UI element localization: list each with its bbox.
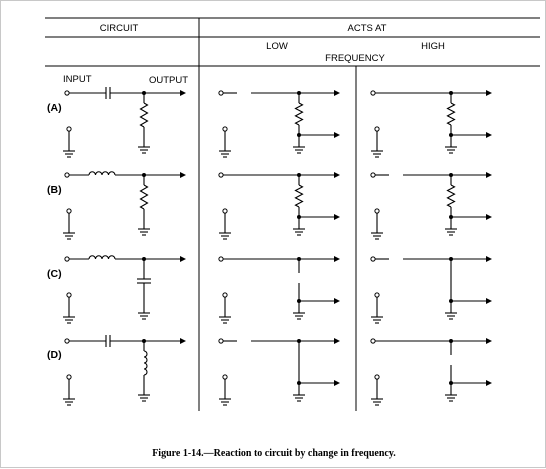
output-arrow-icon xyxy=(486,132,492,138)
terminal xyxy=(222,374,228,380)
terminal xyxy=(374,208,380,214)
output-arrow-icon xyxy=(334,90,340,96)
inductor-icon xyxy=(143,350,148,376)
output-arrow-icon xyxy=(486,338,492,344)
terminal xyxy=(374,374,380,380)
terminal xyxy=(66,126,72,132)
terminal xyxy=(64,90,70,96)
output-arrow-icon xyxy=(486,214,492,220)
output-arrow-icon xyxy=(334,214,340,220)
terminal xyxy=(218,172,224,178)
circuit-b xyxy=(63,171,186,240)
output-arrow-icon xyxy=(334,338,340,344)
high-response-d xyxy=(370,338,492,406)
output-arrow-icon xyxy=(486,380,492,386)
output-arrow-icon xyxy=(486,298,492,304)
low-response-b xyxy=(218,172,340,240)
output-arrow-icon xyxy=(180,172,186,178)
high-response-c xyxy=(370,256,492,324)
row-label-b: (B) xyxy=(47,184,62,196)
output-arrow-icon xyxy=(486,256,492,262)
terminal xyxy=(218,338,224,344)
terminal xyxy=(374,292,380,298)
table-grid xyxy=(45,17,540,411)
header-low: LOW xyxy=(266,41,288,52)
row-label-c: (C) xyxy=(47,268,62,280)
high-response-b xyxy=(370,172,492,240)
output-arrow-icon xyxy=(486,90,492,96)
terminal xyxy=(374,126,380,132)
output-arrow-icon xyxy=(180,338,186,344)
header-circuit: CIRCUIT xyxy=(100,23,139,34)
input-label: INPUT xyxy=(63,74,92,85)
terminal xyxy=(66,292,72,298)
terminal xyxy=(370,172,376,178)
terminal xyxy=(370,90,376,96)
terminal xyxy=(66,208,72,214)
output-arrow-icon xyxy=(334,380,340,386)
terminal xyxy=(218,90,224,96)
circuit-a xyxy=(63,87,186,158)
output-label: OUTPUT xyxy=(149,75,188,86)
terminal xyxy=(222,292,228,298)
circuit-d xyxy=(63,335,186,406)
output-arrow-icon xyxy=(334,132,340,138)
circuit-c xyxy=(63,255,186,324)
terminal xyxy=(64,172,70,178)
resistor-icon xyxy=(139,102,149,128)
terminal xyxy=(66,374,72,380)
high-response-a xyxy=(370,90,492,158)
header-high: HIGH xyxy=(421,41,445,52)
terminal xyxy=(370,338,376,344)
low-response-a xyxy=(218,90,340,158)
row-label-d: (D) xyxy=(47,349,62,361)
terminal xyxy=(222,208,228,214)
low-response-d xyxy=(218,338,340,406)
terminal xyxy=(370,256,376,262)
header-frequency: FREQUENCY xyxy=(325,53,385,64)
resistor-icon xyxy=(446,184,456,208)
inductor-icon xyxy=(88,171,116,176)
output-arrow-icon xyxy=(334,298,340,304)
inductor-icon xyxy=(88,255,116,260)
terminal xyxy=(222,126,228,132)
terminal xyxy=(218,256,224,262)
header-acts-at: ACTS AT xyxy=(348,23,387,34)
output-arrow-icon xyxy=(180,90,186,96)
terminal xyxy=(64,338,70,344)
low-response-c xyxy=(218,256,340,324)
output-arrow-icon xyxy=(180,256,186,262)
output-arrow-icon xyxy=(334,172,340,178)
resistor-icon xyxy=(139,184,149,210)
row-label-a: (A) xyxy=(47,102,62,114)
output-arrow-icon xyxy=(334,256,340,262)
resistor-icon xyxy=(294,184,304,208)
schematics xyxy=(63,87,492,406)
resistor-icon xyxy=(446,102,456,126)
output-arrow-icon xyxy=(486,172,492,178)
terminal xyxy=(64,256,70,262)
figure-caption: Figure 1-14.—Reaction to circuit by chan… xyxy=(152,448,396,459)
resistor-icon xyxy=(294,102,304,126)
